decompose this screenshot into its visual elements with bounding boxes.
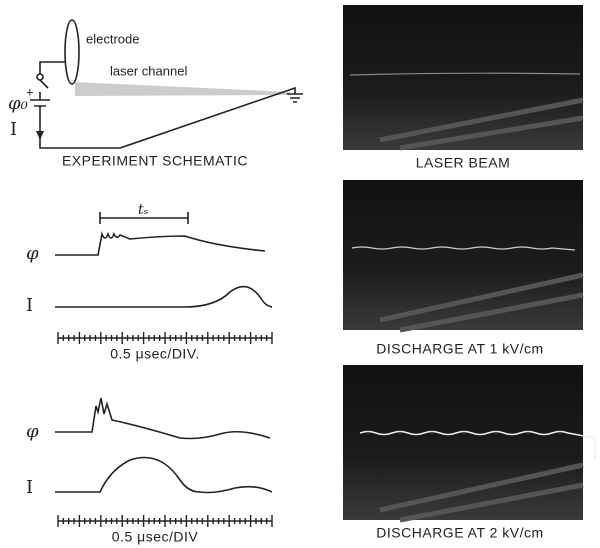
photo-caption: LASER BEAM	[416, 155, 510, 171]
photo-caption: DISCHARGE AT 2 kV/cm	[376, 525, 543, 541]
switch	[37, 74, 43, 80]
schematic: electrode laser channel φ₀ + I EXPERIMEN…	[8, 20, 303, 169]
time-scale: 0.5 μsec/DIV.	[110, 346, 200, 362]
electrode-plate	[65, 20, 79, 84]
current-arrow	[36, 131, 44, 140]
electrode-label: electrode	[86, 31, 139, 46]
channel-label: laser channel	[110, 63, 187, 78]
current-label: I	[26, 295, 33, 316]
photos: LASER BEAM DISCHARGE AT 1 kV/cm DISCHARG…	[343, 5, 595, 541]
potential-label: φ	[26, 243, 39, 264]
potential-trace	[55, 398, 270, 439]
schematic-title: EXPERIMENT SCHEMATIC	[62, 153, 248, 169]
current-label: I	[26, 477, 33, 498]
potential-label: φ	[26, 421, 39, 442]
potential-label: φ₀	[8, 93, 28, 114]
time-scale: 0.5 μsec/DIV	[112, 529, 199, 545]
potential-trace	[55, 234, 265, 255]
laser-channel-beam	[75, 82, 290, 96]
current-trace	[55, 287, 272, 307]
photo-caption: DISCHARGE AT 1 kV/cm	[376, 341, 543, 357]
current-label: I	[10, 119, 17, 140]
polarity-label: +	[26, 84, 34, 99]
photo	[343, 5, 583, 150]
photo	[343, 365, 583, 520]
figure: electrode laser channel φ₀ + I EXPERIMEN…	[0, 0, 600, 548]
interval-label: tₛ	[138, 202, 149, 218]
photo	[343, 180, 583, 330]
current-trace	[55, 458, 272, 493]
